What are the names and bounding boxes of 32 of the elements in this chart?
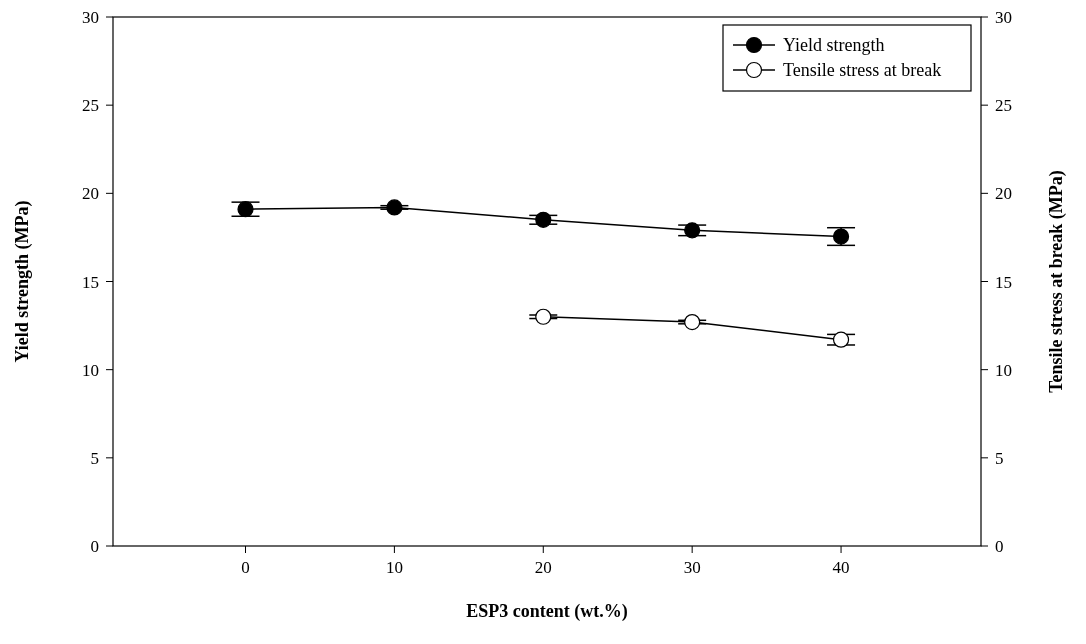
point	[535, 211, 552, 228]
y2-tick-label: 15	[995, 272, 1012, 292]
y2-tick-label: 5	[995, 448, 1004, 468]
y-tick-label: 25	[82, 96, 99, 116]
point	[237, 201, 254, 218]
point	[386, 199, 403, 216]
y-tick-label: 30	[82, 8, 99, 27]
x-axis-title: ESP3 content (wt.%)	[466, 601, 628, 622]
legend-label: Tensile stress at break	[783, 60, 942, 80]
point	[832, 331, 850, 348]
point	[684, 222, 701, 239]
x-tick-label: 0	[241, 558, 250, 577]
y-tick-label: 5	[90, 448, 99, 468]
y-tick-label: 0	[90, 537, 99, 556]
y2-tick-label: 0	[995, 537, 1004, 556]
legend-label: Yield strength	[783, 35, 885, 55]
y2-tick-label: 20	[995, 184, 1012, 204]
y2-axis-title: Tensile stress at break (MPa)	[1046, 170, 1067, 393]
point	[535, 308, 552, 325]
y2-tick-label: 30	[995, 8, 1012, 27]
x-tick-label: 20	[534, 558, 552, 577]
y2-tick-label: 25	[995, 96, 1012, 116]
x-tick-label: 10	[385, 558, 403, 577]
y2-tick-label: 10	[995, 360, 1012, 380]
y-tick-label: 20	[82, 184, 99, 204]
y-tick-label: 10	[82, 360, 99, 380]
y-axis-title: Yield strength (MPa)	[12, 200, 33, 363]
point	[832, 228, 850, 245]
y-tick-label: 15	[82, 272, 99, 292]
x-tick-label: 40	[832, 558, 850, 577]
x-tick-label: 30	[683, 558, 701, 577]
point	[684, 313, 701, 331]
